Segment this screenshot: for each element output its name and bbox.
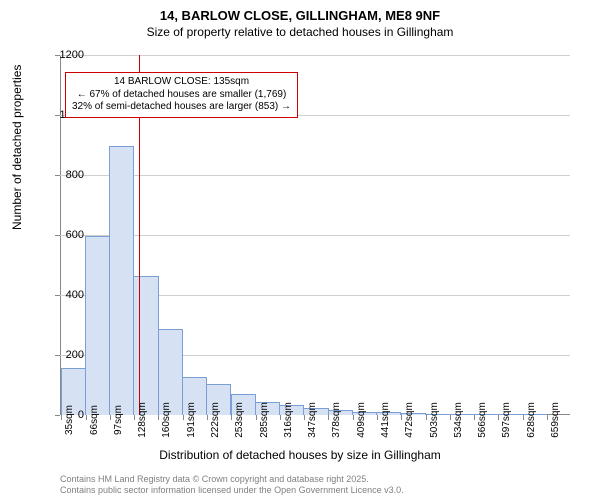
y-tick-label: 0 xyxy=(78,409,84,421)
x-tick-label: 503sqm xyxy=(429,402,440,438)
callout-line-1: 14 BARLOW CLOSE: 135sqm xyxy=(72,76,291,89)
x-tick xyxy=(547,415,548,420)
y-tick-label: 800 xyxy=(66,169,84,181)
x-tick-label: 472sqm xyxy=(404,402,415,438)
x-axis-label: Distribution of detached houses by size … xyxy=(0,448,600,462)
x-tick-label: 597sqm xyxy=(501,402,512,438)
x-tick xyxy=(61,415,62,420)
x-tick-label: 628sqm xyxy=(526,402,537,438)
x-tick xyxy=(158,415,159,420)
x-tick-label: 285sqm xyxy=(259,402,270,438)
gridline xyxy=(60,175,570,176)
footer-line-2: Contains public sector information licen… xyxy=(60,485,404,496)
x-tick xyxy=(353,415,354,420)
x-tick xyxy=(207,415,208,420)
x-tick xyxy=(474,415,475,420)
x-tick-label: 191sqm xyxy=(186,402,197,438)
x-tick-label: 160sqm xyxy=(161,402,172,438)
x-tick xyxy=(256,415,257,420)
x-tick xyxy=(183,415,184,420)
chart-footer: Contains HM Land Registry data © Crown c… xyxy=(60,474,404,496)
chart-title: 14, BARLOW CLOSE, GILLINGHAM, ME8 9NF xyxy=(0,0,600,25)
x-tick-label: 35sqm xyxy=(64,405,75,435)
callout-line-2: ← 67% of detached houses are smaller (1,… xyxy=(72,89,291,102)
x-tick-label: 347sqm xyxy=(307,402,318,438)
x-tick-label: 378sqm xyxy=(331,402,342,438)
x-tick xyxy=(86,415,87,420)
x-tick-label: 316sqm xyxy=(283,402,294,438)
histogram-bar xyxy=(133,276,158,415)
x-tick xyxy=(377,415,378,420)
x-tick-label: 409sqm xyxy=(356,402,367,438)
y-tick xyxy=(55,235,60,236)
x-tick-label: 253sqm xyxy=(234,402,245,438)
x-tick-label: 97sqm xyxy=(113,405,124,435)
y-tick xyxy=(55,295,60,296)
callout-box: 14 BARLOW CLOSE: 135sqm← 67% of detached… xyxy=(65,72,298,118)
x-tick-label: 222sqm xyxy=(210,402,221,438)
x-tick xyxy=(280,415,281,420)
x-tick-label: 534sqm xyxy=(453,402,464,438)
histogram-bar xyxy=(85,236,110,416)
y-tick xyxy=(55,415,60,416)
y-tick-label: 1200 xyxy=(60,49,84,61)
callout-line-3: 32% of semi-detached houses are larger (… xyxy=(72,101,291,114)
x-tick xyxy=(426,415,427,420)
y-axis-label: Number of detached properties xyxy=(10,65,24,230)
x-tick xyxy=(498,415,499,420)
chart-subtitle: Size of property relative to detached ho… xyxy=(0,25,600,41)
x-tick xyxy=(450,415,451,420)
y-tick-label: 400 xyxy=(66,289,84,301)
x-tick xyxy=(304,415,305,420)
x-tick xyxy=(401,415,402,420)
x-tick-label: 659sqm xyxy=(550,402,561,438)
x-tick-label: 441sqm xyxy=(380,402,391,438)
x-tick xyxy=(328,415,329,420)
gridline xyxy=(60,235,570,236)
footer-line-1: Contains HM Land Registry data © Crown c… xyxy=(60,474,404,485)
y-tick xyxy=(55,355,60,356)
x-tick xyxy=(110,415,111,420)
histogram-bar xyxy=(109,146,134,416)
chart-container: 14, BARLOW CLOSE, GILLINGHAM, ME8 9NF Si… xyxy=(0,0,600,500)
x-tick xyxy=(523,415,524,420)
x-tick xyxy=(134,415,135,420)
y-tick xyxy=(55,175,60,176)
x-tick-label: 66sqm xyxy=(89,405,100,435)
x-tick xyxy=(231,415,232,420)
x-tick-label: 128sqm xyxy=(137,402,148,438)
x-tick-label: 566sqm xyxy=(477,402,488,438)
y-tick-label: 600 xyxy=(66,229,84,241)
y-tick-label: 200 xyxy=(66,349,84,361)
gridline xyxy=(60,55,570,56)
